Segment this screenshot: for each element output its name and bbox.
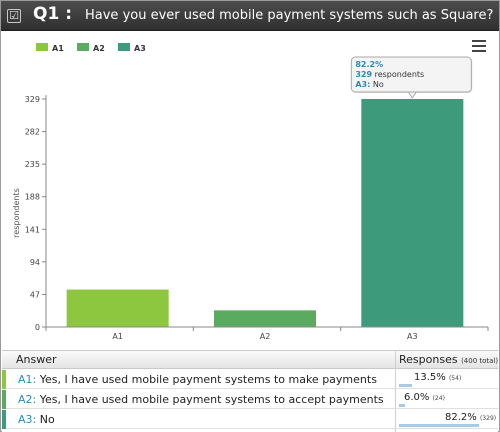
answer-label: A2: Yes, I have used mobile payment syst…	[18, 393, 384, 406]
chart-legend: A1 A2 A3	[36, 43, 146, 53]
chart-bars	[66, 99, 464, 327]
y-tick-label: 282	[25, 128, 40, 137]
legend-label: A2	[93, 44, 105, 53]
tooltip-percent: 82.2%	[355, 60, 383, 69]
answer-label: A3: No	[18, 413, 55, 426]
table-row[interactable]: A2: Yes, I have used mobile payment syst…	[2, 390, 498, 409]
y-tick-label: 329	[25, 95, 40, 104]
legend-label: A3	[134, 44, 146, 53]
row-color-swatch	[2, 370, 6, 389]
chart-area: A1 A2 A3 0 47 94 141 188 235 282 329 respondents A…	[2, 32, 498, 350]
x-axis: A1 A2 A3	[45, 326, 489, 341]
response-bar	[399, 384, 413, 387]
tooltip-pointer	[407, 91, 418, 99]
response-percent: 13.5% (54)	[414, 372, 462, 383]
table-header: Answer Responses (400 total)	[2, 350, 498, 369]
bar-a3	[361, 99, 464, 327]
y-tick-label: 141	[25, 225, 40, 234]
tooltip-answer: A3: No	[355, 80, 383, 89]
hamburger-menu-icon[interactable]	[472, 40, 486, 52]
tooltip-count: 329 respondents	[355, 70, 424, 79]
bar-a1	[66, 289, 169, 327]
x-tick-label: A2	[260, 332, 271, 341]
responses-table: Answer Responses (400 total) A1: Yes, I …	[2, 350, 498, 432]
bar-chart: A1 A2 A3 0 47 94 141 188 235 282 329 respondents A…	[12, 43, 489, 341]
legend-label: A1	[52, 44, 64, 53]
responses-column-header[interactable]: Responses (400 total)	[399, 353, 499, 366]
y-axis-title: respondents	[12, 188, 21, 238]
answer-label: A1: Yes, I have used mobile payment syst…	[18, 373, 377, 386]
bar-a2	[214, 310, 316, 327]
y-tick-label: 188	[25, 193, 40, 202]
response-percent: 6.0% (24)	[404, 392, 445, 403]
y-tick-label: 235	[25, 160, 40, 169]
row-color-swatch	[2, 390, 6, 409]
x-tick-label: A1	[112, 332, 123, 341]
response-bar	[399, 424, 479, 427]
response-percent: 82.2% (329)	[445, 412, 497, 423]
answer-column-header[interactable]: Answer	[16, 353, 57, 366]
legend-swatch	[77, 43, 89, 51]
table-row[interactable]: A3: No 82.2% (329)	[2, 410, 498, 429]
row-color-swatch	[2, 410, 6, 429]
y-tick-label: 47	[30, 290, 40, 299]
legend-swatch	[36, 43, 48, 51]
question-text: Have you ever used mobile payment system…	[85, 8, 494, 23]
y-axis: 0 47 94 141 188 235 282 329 respondents	[12, 95, 47, 332]
y-tick-label: 94	[30, 258, 40, 267]
column-divider	[395, 350, 396, 432]
x-tick-label: A3	[407, 332, 418, 341]
table-row[interactable]: A1: Yes, I have used mobile payment syst…	[2, 370, 498, 389]
response-bar	[399, 404, 405, 407]
legend-swatch	[118, 43, 130, 51]
select-question-checkbox[interactable]: ☑	[7, 9, 21, 23]
question-number: Q1 :	[33, 4, 72, 24]
y-tick-label: 0	[35, 323, 40, 332]
question-header: ☑ Q1 : Have you ever used mobile payment…	[1, 1, 499, 31]
